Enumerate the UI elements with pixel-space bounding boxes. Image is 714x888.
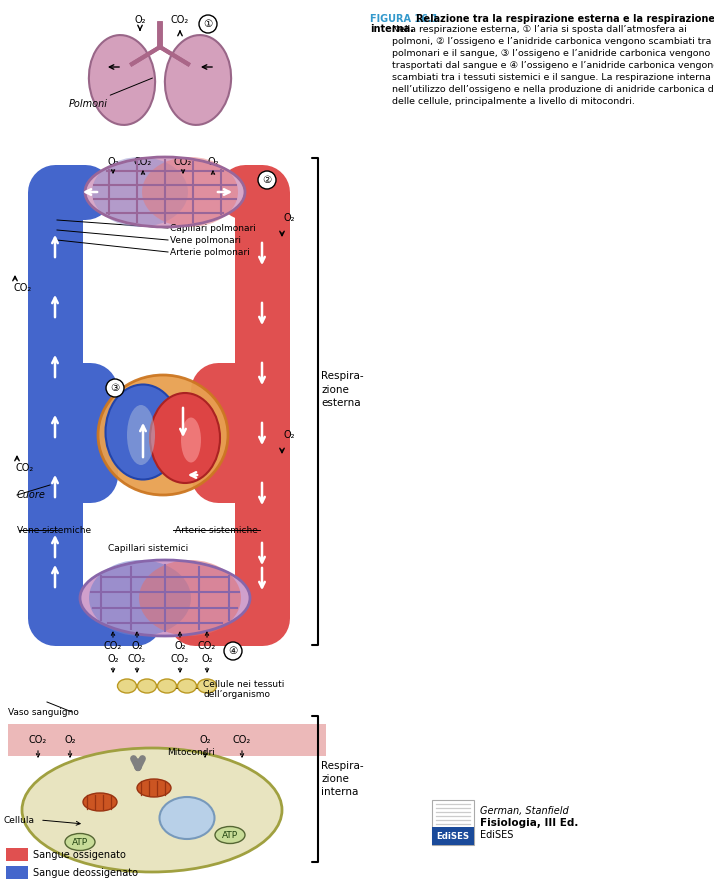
Ellipse shape — [89, 560, 191, 636]
Ellipse shape — [139, 560, 241, 636]
Text: EdiSES: EdiSES — [436, 831, 470, 841]
Text: O₂: O₂ — [64, 735, 76, 745]
Text: CO₂: CO₂ — [134, 157, 152, 167]
Text: O₂: O₂ — [284, 430, 296, 440]
Ellipse shape — [181, 417, 201, 463]
Bar — [6, 866, 28, 879]
Bar — [6, 848, 28, 861]
Text: FIGURA 16.1: FIGURA 16.1 — [370, 14, 442, 24]
Text: CO₂: CO₂ — [233, 735, 251, 745]
Text: O₂: O₂ — [107, 654, 119, 664]
Text: O₂: O₂ — [174, 641, 186, 651]
Text: ②: ② — [262, 175, 271, 185]
Circle shape — [199, 15, 217, 33]
Text: ①: ① — [203, 19, 213, 29]
Text: Arterie sistemiche: Arterie sistemiche — [175, 526, 258, 535]
Text: Arterie polmonari: Arterie polmonari — [170, 248, 250, 257]
Ellipse shape — [138, 679, 156, 693]
Text: Cellula: Cellula — [4, 815, 35, 824]
Text: Mitocondri: Mitocondri — [167, 748, 215, 757]
Text: ATP: ATP — [222, 830, 238, 839]
Text: Sangue deossigenato: Sangue deossigenato — [33, 868, 138, 877]
Text: CO₂: CO₂ — [15, 463, 34, 473]
Text: Capillari sistemici: Capillari sistemici — [108, 543, 188, 552]
Text: Cellule nei tessuti
dell’organismo: Cellule nei tessuti dell’organismo — [203, 680, 284, 700]
Ellipse shape — [137, 779, 171, 797]
Text: Relazione tra la respirazione esterna e la respirazione: Relazione tra la respirazione esterna e … — [416, 14, 714, 24]
Ellipse shape — [165, 36, 231, 125]
Text: CO₂: CO₂ — [171, 15, 189, 25]
Text: ③: ③ — [111, 383, 120, 393]
Ellipse shape — [22, 748, 282, 872]
Ellipse shape — [83, 793, 117, 811]
Ellipse shape — [142, 157, 238, 227]
Text: O₂: O₂ — [199, 735, 211, 745]
Text: CO₂: CO₂ — [128, 654, 146, 664]
Text: Sangue ossigenato: Sangue ossigenato — [33, 850, 126, 860]
Text: O₂: O₂ — [131, 641, 143, 651]
Text: ④: ④ — [228, 646, 238, 656]
Ellipse shape — [80, 560, 250, 636]
Text: O₂: O₂ — [207, 157, 218, 167]
Ellipse shape — [92, 157, 188, 227]
Text: O₂: O₂ — [107, 157, 119, 167]
Ellipse shape — [118, 679, 136, 693]
Text: CO₂: CO₂ — [29, 735, 47, 745]
Text: German, Stanfield: German, Stanfield — [480, 806, 569, 816]
Bar — [432, 827, 474, 845]
Ellipse shape — [65, 834, 95, 851]
Text: interna.: interna. — [370, 25, 414, 35]
Ellipse shape — [127, 405, 155, 465]
Ellipse shape — [85, 157, 245, 227]
Text: Respira-
zione
interna: Respira- zione interna — [321, 761, 363, 797]
Circle shape — [258, 171, 276, 189]
Circle shape — [224, 642, 242, 660]
Bar — [432, 800, 474, 845]
Text: Vene polmonari: Vene polmonari — [170, 235, 241, 244]
Ellipse shape — [215, 827, 245, 844]
Circle shape — [106, 379, 124, 397]
Bar — [8, 724, 326, 756]
Text: Respira-
zione
esterna: Respira- zione esterna — [321, 371, 363, 408]
Ellipse shape — [98, 375, 228, 495]
Text: ATP: ATP — [72, 837, 88, 846]
Text: Capillari polmonari: Capillari polmonari — [170, 224, 256, 233]
Text: Polmoni: Polmoni — [69, 78, 152, 109]
Ellipse shape — [158, 679, 176, 693]
Ellipse shape — [159, 797, 214, 839]
Text: CO₂: CO₂ — [174, 157, 192, 167]
Text: CO₂: CO₂ — [171, 654, 189, 664]
Text: Nella respirazione esterna, ① l’aria si sposta dall’atmosfera ai
polmoni, ② l’os: Nella respirazione esterna, ① l’aria si … — [392, 25, 714, 107]
Text: O₂: O₂ — [284, 213, 296, 223]
Text: CO₂: CO₂ — [198, 641, 216, 651]
Text: Cuore: Cuore — [17, 490, 46, 500]
Text: O₂: O₂ — [201, 654, 213, 664]
Ellipse shape — [150, 393, 220, 483]
Text: CO₂: CO₂ — [104, 641, 122, 651]
Text: O₂: O₂ — [134, 15, 146, 25]
Ellipse shape — [89, 36, 155, 125]
Text: CO₂: CO₂ — [13, 283, 31, 293]
Text: Fisiologia, III Ed.: Fisiologia, III Ed. — [480, 818, 578, 828]
Text: Vaso sanguigno: Vaso sanguigno — [8, 708, 79, 717]
Ellipse shape — [178, 679, 196, 693]
Text: EdiSES: EdiSES — [480, 830, 513, 840]
Text: Vene sistemiche: Vene sistemiche — [17, 526, 91, 535]
Ellipse shape — [106, 385, 181, 480]
Ellipse shape — [198, 679, 216, 693]
